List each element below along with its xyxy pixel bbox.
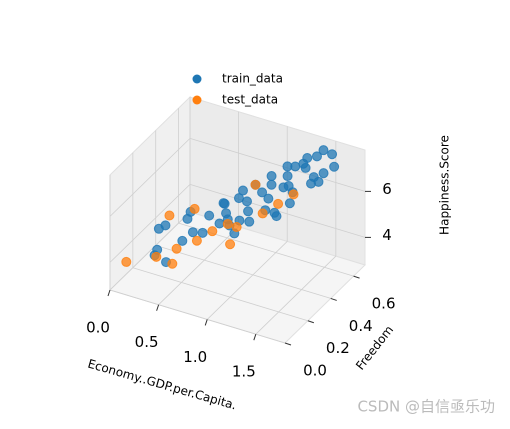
x-axis-label: Economy..GDP.per.Capita. [86,357,238,413]
point [164,210,175,221]
grid-line [132,267,308,322]
point [266,171,277,182]
point [167,258,178,269]
y-tick-label: 0.4 [349,317,373,335]
tick-mark [156,304,160,311]
point [151,251,162,262]
point [237,185,248,196]
grid-line [206,241,288,320]
point [311,151,322,162]
point [197,227,208,238]
x-tick-label: 1.5 [232,363,256,381]
z-tick-label: 6 [382,180,392,198]
tick-mark [107,289,111,297]
tick-mark [253,334,257,341]
y-tick-label: 0.2 [326,339,350,357]
point [221,208,232,219]
grid-line [109,211,191,291]
legend-label: train_data [222,72,283,86]
point [282,161,293,172]
x-tick-label: 1.0 [183,348,207,366]
watermark: CSDN @自信亟乐功 [357,398,495,416]
z-axis-label: Happiness.Score [438,135,452,235]
point [318,168,329,179]
point [257,208,268,219]
point [187,227,198,238]
point [284,198,295,209]
grid-line [255,255,337,335]
point [243,206,254,217]
tick-mark [330,297,337,301]
point [207,226,218,237]
point [233,193,244,204]
point [121,256,132,267]
point [204,210,215,221]
point [225,239,236,250]
grid-line [155,245,331,299]
point [266,179,277,190]
legend-marker [192,95,202,105]
point [177,235,188,246]
point [273,198,284,209]
point [257,187,268,198]
y-tick-label: 0.0 [303,362,327,380]
legend-label: test_data [222,93,278,107]
tick-mark [307,320,315,324]
tick-mark [284,342,292,346]
point [160,220,171,231]
point [189,203,200,214]
z-tick-label: 4 [382,226,392,244]
legend-marker [192,74,202,84]
grid-line [109,138,191,217]
point [329,161,340,172]
point [250,179,261,190]
y-tick-label: 0.6 [372,295,396,313]
point [231,222,242,233]
point [278,182,289,193]
grid-line [189,138,366,192]
point [327,149,338,160]
point [282,171,293,182]
point [218,198,229,209]
point [298,158,309,169]
point [288,189,299,200]
point [318,145,329,156]
grid-line [158,226,239,306]
point [222,218,233,229]
point [191,235,202,246]
grid-line [109,184,191,263]
point [171,243,182,254]
point [263,193,274,204]
point [244,216,255,227]
point [214,218,225,229]
x-tick-label: 0.5 [135,333,159,351]
x-tick-label: 0.0 [86,319,110,337]
point [271,211,282,222]
tick-mark [353,275,360,279]
point [313,176,324,187]
tick-mark [204,319,208,326]
